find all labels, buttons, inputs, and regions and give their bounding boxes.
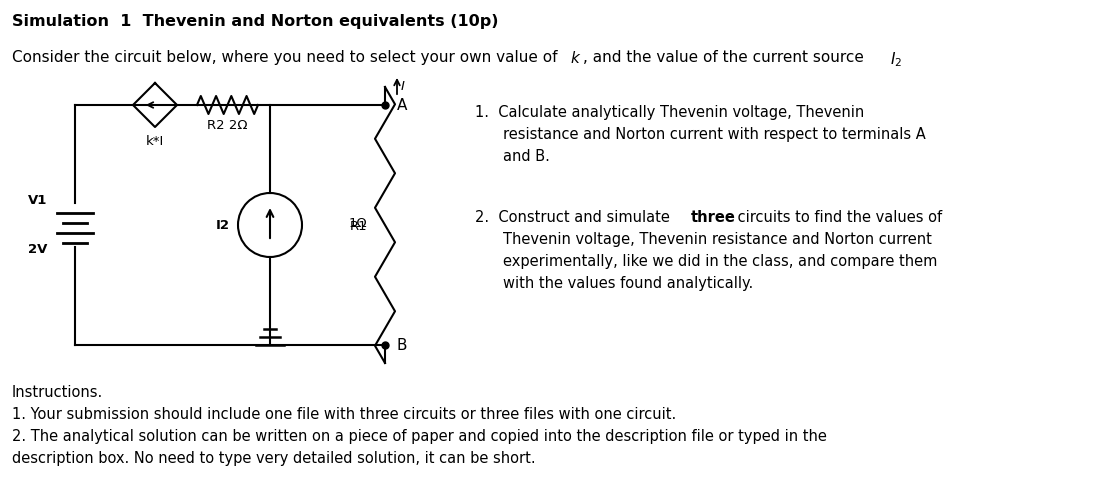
Text: Consider the circuit below, where you need to select your own value of: Consider the circuit below, where you ne… (12, 50, 568, 65)
Text: 2.  Construct and simulate: 2. Construct and simulate (475, 210, 674, 225)
Text: 1.  Calculate analytically Thevenin voltage, Thevenin: 1. Calculate analytically Thevenin volta… (475, 105, 864, 120)
Text: with the values found analytically.: with the values found analytically. (503, 276, 753, 291)
Text: experimentally, like we did in the class, and compare them: experimentally, like we did in the class… (503, 254, 938, 269)
Text: V1: V1 (27, 194, 47, 207)
Text: 2V: 2V (27, 243, 47, 256)
Text: A: A (397, 98, 407, 112)
Text: 2. The analytical solution can be written on a piece of paper and copied into th: 2. The analytical solution can be writte… (12, 429, 827, 444)
Text: three: three (691, 210, 736, 225)
Text: 1. Your submission should include one file with three circuits or three files wi: 1. Your submission should include one fi… (12, 407, 676, 422)
Text: Simulation  1  Thevenin and Norton equivalents (10p): Simulation 1 Thevenin and Norton equival… (12, 14, 498, 29)
Text: R1: R1 (349, 220, 367, 233)
Text: Thevenin voltage, Thevenin resistance and Norton current: Thevenin voltage, Thevenin resistance an… (503, 232, 932, 247)
Text: B: B (397, 337, 407, 353)
Text: , and the value of the current source: , and the value of the current source (583, 50, 869, 65)
Text: k*I: k*I (146, 135, 164, 148)
Text: circuits to find the values of: circuits to find the values of (733, 210, 942, 225)
Text: 1Ω: 1Ω (348, 217, 367, 230)
Text: description box. No need to type very detailed solution, it can be short.: description box. No need to type very de… (12, 451, 536, 466)
Text: Instructions.: Instructions. (12, 385, 103, 400)
Text: and B.: and B. (503, 149, 550, 164)
Text: $I_2$: $I_2$ (890, 50, 903, 69)
Text: resistance and Norton current with respect to terminals A: resistance and Norton current with respe… (503, 127, 926, 142)
Text: R2 2Ω: R2 2Ω (208, 119, 248, 132)
Text: I2: I2 (216, 218, 229, 231)
Text: I: I (401, 80, 405, 92)
Text: $k$: $k$ (570, 50, 581, 66)
